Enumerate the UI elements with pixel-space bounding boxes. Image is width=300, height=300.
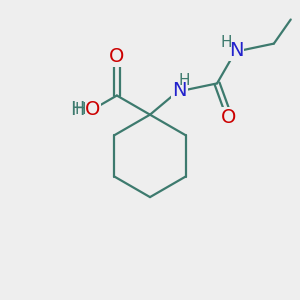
Text: N: N bbox=[172, 81, 187, 100]
Text: H: H bbox=[74, 102, 86, 117]
Text: H: H bbox=[70, 100, 85, 119]
Text: O: O bbox=[85, 100, 100, 119]
Text: O: O bbox=[75, 100, 90, 119]
Text: H: H bbox=[179, 73, 190, 88]
Text: O: O bbox=[221, 108, 236, 127]
Text: N: N bbox=[229, 41, 243, 60]
Text: H: H bbox=[221, 34, 232, 50]
Text: O: O bbox=[109, 47, 124, 66]
